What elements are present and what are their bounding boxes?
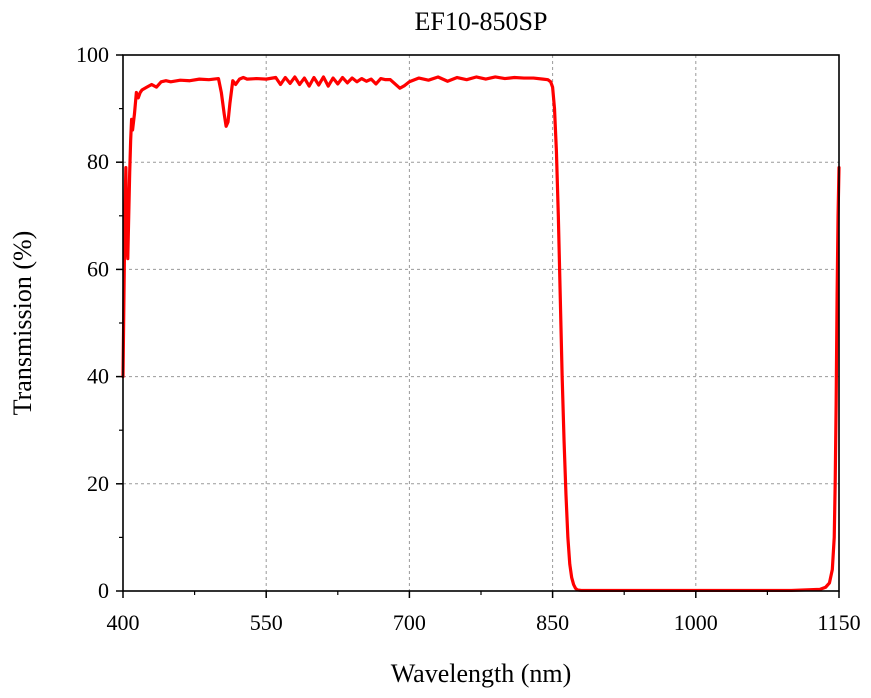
- y-tick-label: 0: [98, 578, 109, 603]
- x-tick-label: 700: [393, 610, 426, 635]
- y-tick-label: 20: [87, 471, 109, 496]
- grid-lines: [123, 55, 839, 591]
- x-tick-label: 850: [536, 610, 569, 635]
- x-tick-label: 1000: [674, 610, 718, 635]
- axis-ticks: 400 550 700 850 1000 1150 0 20 40 60 80 100: [76, 42, 861, 635]
- y-tick-label: 100: [76, 42, 109, 67]
- x-axis-label: Wavelength (nm): [391, 659, 572, 688]
- x-tick-label: 1150: [817, 610, 860, 635]
- series-layer: [121, 75, 841, 593]
- x-tick-label: 550: [250, 610, 283, 635]
- chart-title: EF10-850SP: [415, 7, 548, 36]
- y-axis-label: Transmission (%): [8, 231, 37, 416]
- plot-frame: [122, 54, 840, 592]
- y-tick-label: 60: [87, 256, 109, 281]
- x-tick-label: 400: [107, 610, 140, 635]
- y-tick-label: 80: [87, 149, 109, 174]
- transmission-curve: [121, 75, 841, 593]
- y-tick-label: 40: [87, 364, 109, 389]
